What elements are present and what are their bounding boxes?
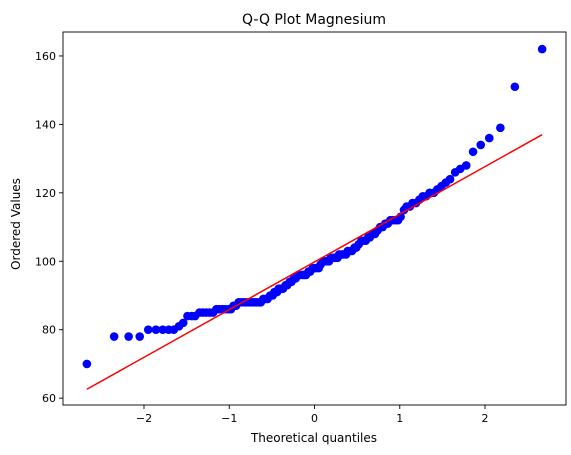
fit-line — [86, 134, 543, 390]
data-point — [461, 161, 471, 170]
y-tick-label: 80 — [42, 324, 56, 337]
x-tick-label: 2 — [482, 412, 489, 425]
data-point — [476, 140, 486, 150]
data-point — [510, 82, 520, 92]
data-point — [124, 332, 133, 341]
data-point — [178, 318, 188, 328]
data-point — [537, 44, 547, 54]
data-point — [151, 325, 161, 335]
x-axis-label: Theoretical quantiles — [250, 431, 377, 445]
chart-title: Q-Q Plot Magnesium — [242, 12, 386, 28]
y-tick-label: 160 — [35, 50, 56, 63]
data-point — [496, 123, 505, 133]
data-point — [468, 147, 478, 157]
plot-area — [82, 44, 547, 390]
data-point — [445, 174, 455, 184]
y-tick-label: 120 — [35, 187, 56, 200]
data-point — [82, 359, 92, 369]
y-tick-label: 60 — [42, 392, 56, 405]
axes: −2 −1 0 1 2 60 80 100 120 140 160 — [35, 31, 567, 425]
data-point — [484, 133, 494, 143]
x-tick-label: −1 — [221, 412, 237, 425]
y-axis-label: Ordered Values — [9, 178, 23, 270]
x-tick-label: 0 — [311, 412, 318, 425]
y-tick-label: 100 — [35, 255, 56, 268]
data-point — [143, 325, 153, 335]
data-point — [158, 325, 168, 335]
x-tick-label: 1 — [396, 412, 403, 425]
y-tick-label: 140 — [35, 118, 56, 131]
data-point — [109, 332, 119, 341]
data-point — [135, 332, 145, 341]
x-tick-label: −2 — [136, 412, 152, 425]
